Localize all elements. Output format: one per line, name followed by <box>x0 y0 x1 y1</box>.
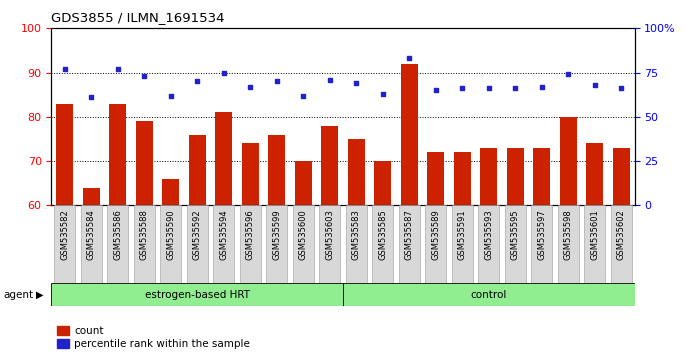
Legend: count, percentile rank within the sample: count, percentile rank within the sample <box>57 326 250 349</box>
Text: GSM535599: GSM535599 <box>272 209 281 260</box>
Text: GSM535593: GSM535593 <box>484 209 493 260</box>
Bar <box>294 161 312 205</box>
Text: GDS3855 / ILMN_1691534: GDS3855 / ILMN_1691534 <box>51 11 225 24</box>
FancyBboxPatch shape <box>293 205 314 283</box>
Text: GSM535591: GSM535591 <box>458 209 466 260</box>
FancyBboxPatch shape <box>505 205 526 283</box>
FancyBboxPatch shape <box>160 205 181 283</box>
Point <box>404 56 415 61</box>
Point <box>483 86 494 91</box>
Text: GSM535596: GSM535596 <box>246 209 255 260</box>
FancyBboxPatch shape <box>584 205 606 283</box>
Bar <box>321 126 338 205</box>
Point <box>377 91 388 97</box>
Point <box>563 72 573 77</box>
FancyBboxPatch shape <box>51 283 343 306</box>
FancyBboxPatch shape <box>266 205 287 283</box>
Bar <box>560 117 577 205</box>
FancyBboxPatch shape <box>134 205 155 283</box>
Text: GSM535597: GSM535597 <box>537 209 546 260</box>
Point <box>324 77 335 82</box>
FancyBboxPatch shape <box>187 205 208 283</box>
Bar <box>268 135 285 205</box>
Bar <box>427 152 445 205</box>
Bar <box>586 143 604 205</box>
Text: GSM535603: GSM535603 <box>325 209 334 260</box>
Text: GSM535586: GSM535586 <box>113 209 122 260</box>
Bar <box>162 179 179 205</box>
Bar <box>82 188 100 205</box>
Text: GSM535583: GSM535583 <box>352 209 361 260</box>
Point <box>191 79 202 84</box>
FancyBboxPatch shape <box>425 205 447 283</box>
Bar <box>613 148 630 205</box>
Point <box>86 95 97 100</box>
Text: GSM535602: GSM535602 <box>617 209 626 260</box>
Bar <box>215 112 233 205</box>
Point <box>536 84 547 90</box>
Text: GSM535592: GSM535592 <box>193 209 202 260</box>
Point <box>271 79 282 84</box>
Text: GSM535585: GSM535585 <box>378 209 388 260</box>
FancyBboxPatch shape <box>343 283 635 306</box>
Point <box>510 86 521 91</box>
Text: agent: agent <box>3 290 34 299</box>
Text: GSM535590: GSM535590 <box>166 209 175 260</box>
FancyBboxPatch shape <box>451 205 473 283</box>
FancyBboxPatch shape <box>107 205 128 283</box>
Point <box>59 66 70 72</box>
Text: GSM535584: GSM535584 <box>86 209 96 260</box>
FancyBboxPatch shape <box>531 205 552 283</box>
Text: GSM535595: GSM535595 <box>511 209 520 260</box>
Bar <box>507 148 524 205</box>
Bar <box>189 135 206 205</box>
Bar <box>109 103 126 205</box>
Point <box>165 93 176 98</box>
FancyBboxPatch shape <box>346 205 367 283</box>
Point <box>430 87 441 93</box>
Bar <box>241 143 259 205</box>
FancyBboxPatch shape <box>611 205 632 283</box>
Bar <box>401 64 418 205</box>
Point <box>457 86 468 91</box>
Bar <box>348 139 365 205</box>
FancyBboxPatch shape <box>213 205 235 283</box>
Point <box>139 73 150 79</box>
Text: GSM535588: GSM535588 <box>140 209 149 260</box>
FancyBboxPatch shape <box>239 205 261 283</box>
FancyBboxPatch shape <box>558 205 579 283</box>
Text: control: control <box>471 290 507 300</box>
Point <box>245 84 256 90</box>
Bar <box>533 148 550 205</box>
Point <box>298 93 309 98</box>
Bar <box>136 121 153 205</box>
FancyBboxPatch shape <box>399 205 420 283</box>
Text: GSM535600: GSM535600 <box>298 209 308 260</box>
Point <box>351 80 362 86</box>
Bar <box>56 103 73 205</box>
Bar <box>453 152 471 205</box>
Text: GSM535594: GSM535594 <box>220 209 228 260</box>
Text: GSM535587: GSM535587 <box>405 209 414 260</box>
FancyBboxPatch shape <box>319 205 340 283</box>
Point <box>113 66 123 72</box>
FancyBboxPatch shape <box>81 205 102 283</box>
Text: GSM535598: GSM535598 <box>564 209 573 260</box>
FancyBboxPatch shape <box>54 205 75 283</box>
Point <box>589 82 600 88</box>
Text: estrogen-based HRT: estrogen-based HRT <box>145 290 250 300</box>
FancyBboxPatch shape <box>372 205 393 283</box>
Text: GSM535582: GSM535582 <box>60 209 69 260</box>
FancyBboxPatch shape <box>478 205 499 283</box>
Bar <box>374 161 392 205</box>
Text: GSM535589: GSM535589 <box>431 209 440 260</box>
Point <box>616 86 627 91</box>
Text: ▶: ▶ <box>36 290 44 299</box>
Text: GSM535601: GSM535601 <box>590 209 600 260</box>
Bar <box>480 148 497 205</box>
Point <box>218 70 229 75</box>
